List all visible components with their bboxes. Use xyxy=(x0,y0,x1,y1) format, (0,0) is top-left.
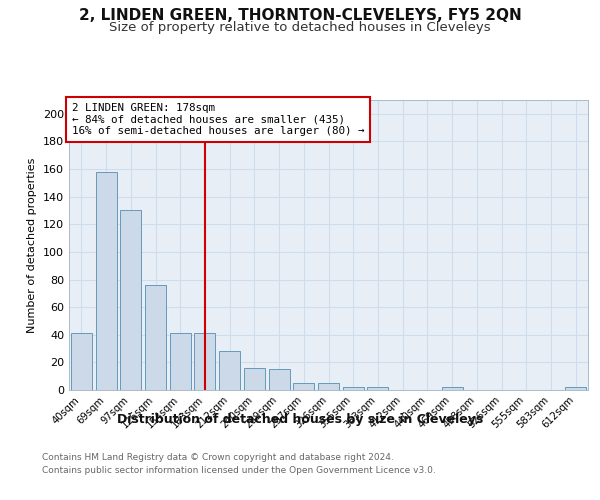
Bar xyxy=(269,370,290,390)
Text: 2 LINDEN GREEN: 178sqm
← 84% of detached houses are smaller (435)
16% of semi-de: 2 LINDEN GREEN: 178sqm ← 84% of detached… xyxy=(71,103,364,136)
Bar xyxy=(120,210,141,390)
Y-axis label: Number of detached properties: Number of detached properties xyxy=(28,158,37,332)
Bar xyxy=(95,172,116,390)
Bar xyxy=(343,387,364,390)
Text: Distribution of detached houses by size in Cleveleys: Distribution of detached houses by size … xyxy=(117,412,483,426)
Bar xyxy=(170,334,191,390)
Bar xyxy=(145,285,166,390)
Bar xyxy=(565,387,586,390)
Text: Contains public sector information licensed under the Open Government Licence v3: Contains public sector information licen… xyxy=(42,466,436,475)
Bar xyxy=(442,387,463,390)
Bar xyxy=(71,334,92,390)
Text: Contains HM Land Registry data © Crown copyright and database right 2024.: Contains HM Land Registry data © Crown c… xyxy=(42,452,394,462)
Bar xyxy=(244,368,265,390)
Text: Size of property relative to detached houses in Cleveleys: Size of property relative to detached ho… xyxy=(109,21,491,34)
Bar xyxy=(219,352,240,390)
Text: 2, LINDEN GREEN, THORNTON-CLEVELEYS, FY5 2QN: 2, LINDEN GREEN, THORNTON-CLEVELEYS, FY5… xyxy=(79,8,521,22)
Bar xyxy=(318,383,339,390)
Bar xyxy=(293,383,314,390)
Bar xyxy=(367,387,388,390)
Bar xyxy=(194,334,215,390)
